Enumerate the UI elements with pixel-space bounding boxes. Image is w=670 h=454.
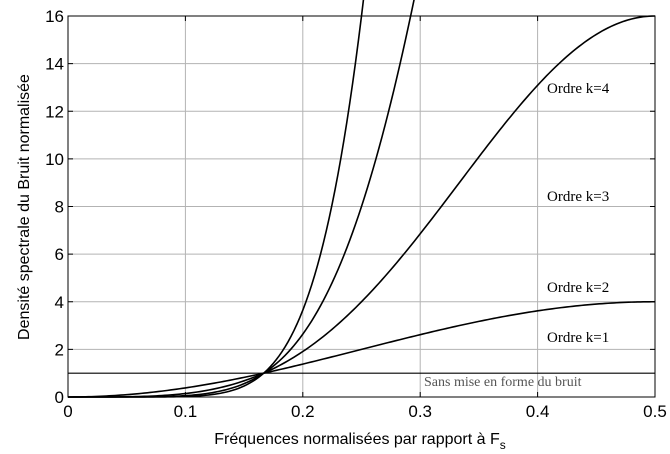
series-label-k2: Ordre k=2 [547, 280, 609, 296]
y-tick-label: 14 [45, 55, 64, 74]
x-tick-label: 0.4 [526, 402, 550, 421]
series-label-k3: Ordre k=3 [547, 189, 609, 205]
y-axis-label: Densité spectrale du Bruit normalisée [16, 74, 33, 340]
axis-ticks: 0 0.1 0.2 0.3 0.4 0.5 0 2 4 6 8 10 12 14 16 [45, 7, 667, 421]
y-tick-label: 6 [55, 245, 64, 264]
series-line-k1 [67, 300, 656, 398]
y-tick-label: 12 [45, 102, 64, 121]
y-tick-label: 2 [55, 340, 64, 359]
y-tick-label: 16 [45, 7, 64, 26]
x-tick-label: 0.2 [291, 402, 315, 421]
x-tick-label: 0 [63, 402, 72, 421]
series-label-k4: Ordre k=4 [547, 81, 610, 97]
y-tick-label: 8 [55, 198, 64, 217]
x-tick-label: 0.1 [174, 402, 198, 421]
curve-annotations: Ordre k=1 Ordre k=2 Ordre k=3 Ordre k=4 Sans… [424, 81, 610, 390]
x-axis-label: Fréquences normalisées par rapport à Fs [214, 431, 505, 452]
x-tick-label: 0.3 [408, 402, 432, 421]
x-tick-label: 0.5 [643, 402, 667, 421]
x-axis-label-subscript: s [500, 438, 506, 452]
x-axis-label-main: Fréquences normalisées par rapport à F [214, 431, 500, 448]
y-tick-label: 10 [45, 150, 64, 169]
y-tick-label: 0 [55, 388, 64, 407]
series-line-k2 [68, 15, 656, 398]
series-label-k1: Ordre k=1 [547, 330, 609, 346]
reference-label: Sans mise en forme du bruit [424, 375, 582, 390]
y-tick-label: 4 [55, 293, 64, 312]
